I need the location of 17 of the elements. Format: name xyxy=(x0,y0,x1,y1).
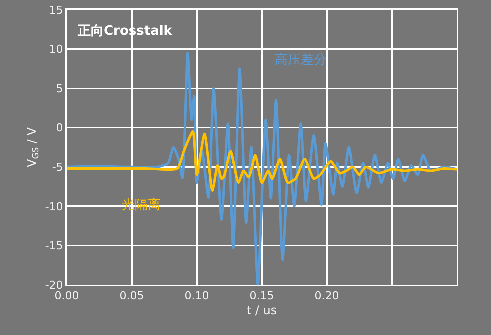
y-tick-label: -5 xyxy=(52,160,64,174)
y-tick-label: 10 xyxy=(49,43,64,56)
y-tick-label: -10 xyxy=(45,200,64,214)
x-tick-label: 0.10 xyxy=(184,290,210,303)
y-tick-label: 5 xyxy=(56,82,64,96)
x-tick-label: 0.20 xyxy=(314,290,340,303)
x-axis-title: t / us xyxy=(246,303,278,318)
y-tick-label: -20 xyxy=(45,278,64,292)
text: 高压差分 xyxy=(275,52,327,68)
x-tick-label: 0.00 xyxy=(54,290,80,303)
y-tick-label: 15 xyxy=(49,4,64,17)
x-tick-label: 0.15 xyxy=(250,290,274,303)
y-tick-label: 0 xyxy=(56,122,64,135)
line-series xyxy=(67,52,457,285)
x-tick-label: 0.05 xyxy=(120,290,144,303)
line-series xyxy=(67,130,457,192)
y-tick-label: -15 xyxy=(45,240,64,253)
